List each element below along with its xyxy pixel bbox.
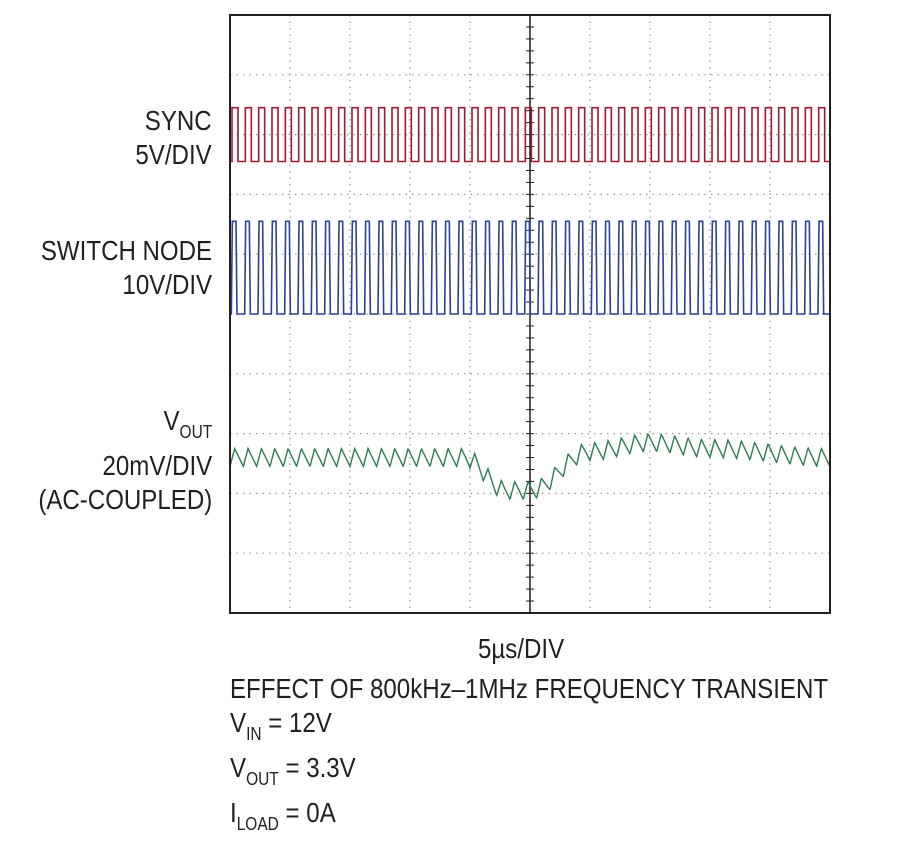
switch-node-name: SWITCH NODE bbox=[40, 235, 212, 266]
vout-trace bbox=[229, 433, 831, 501]
switch-node-label: SWITCH NODE 10V/DIV bbox=[41, 234, 212, 302]
vout-name: VOUT bbox=[163, 405, 212, 442]
caption-iload: ILOAD = 0A bbox=[230, 797, 336, 834]
switch-node-scale: 10V/DIV bbox=[122, 269, 212, 300]
vout-label: VOUT 20mV/DIV (AC-COUPLED) bbox=[38, 404, 212, 517]
caption-vin: VIN = 12V bbox=[230, 707, 332, 744]
sync-scale: 5V/DIV bbox=[135, 139, 212, 170]
caption-title: EFFECT OF 800kHz–1MHz FREQUENCY TRANSIEN… bbox=[230, 673, 829, 704]
vout-coupling: (AC-COUPLED) bbox=[38, 484, 212, 515]
sync-trace bbox=[230, 106, 830, 163]
sync-label: SYNC 5V/DIV bbox=[136, 104, 212, 172]
plot-frame bbox=[229, 14, 831, 614]
time-scale-label: 5µs/DIV bbox=[478, 633, 565, 664]
switch-node-trace bbox=[230, 220, 830, 315]
caption: EFFECT OF 800kHz–1MHz FREQUENCY TRANSIEN… bbox=[230, 672, 828, 841]
traces bbox=[229, 106, 831, 501]
sync-name: SYNC bbox=[145, 105, 212, 136]
caption-vout: VOUT = 3.3V bbox=[230, 752, 356, 789]
vout-scale: 20mV/DIV bbox=[102, 450, 212, 481]
